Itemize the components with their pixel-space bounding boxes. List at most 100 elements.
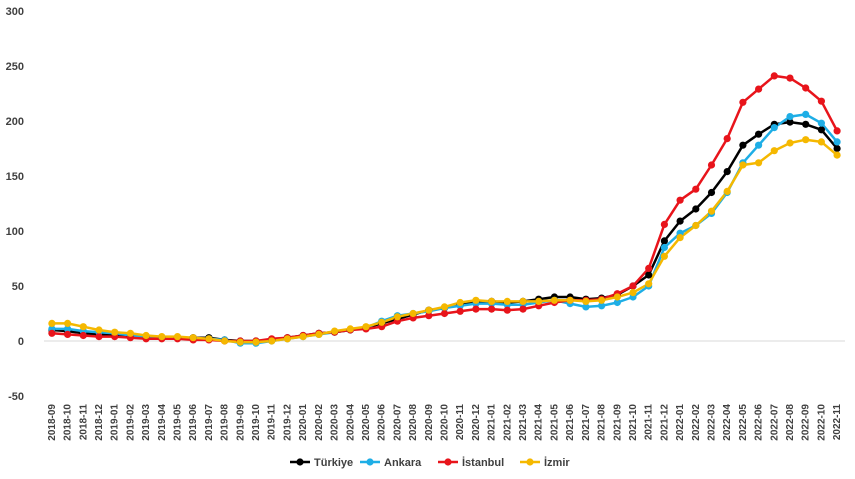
x-tick-label: 2019-06 — [188, 404, 199, 441]
x-tick-label: 2020-03 — [330, 404, 341, 441]
legend-item: Ankara — [360, 457, 422, 469]
y-tick-label: 250 — [6, 61, 24, 73]
data-point — [755, 85, 763, 93]
data-point — [755, 141, 763, 149]
x-tick-label: 2020-05 — [361, 404, 372, 441]
x-tick-label: 2022-10 — [816, 404, 827, 441]
data-point — [64, 325, 72, 333]
data-point — [456, 307, 464, 315]
x-tick-label: 2022-05 — [738, 404, 749, 441]
series-line-2 — [51, 74, 839, 343]
data-point — [221, 337, 229, 345]
data-point — [645, 271, 653, 279]
x-tick-label: 2018-11 — [78, 404, 89, 441]
y-tick-label: 200 — [6, 116, 24, 128]
data-point — [48, 319, 56, 327]
x-tick-label: 2019-11 — [267, 404, 278, 441]
data-point — [582, 297, 590, 305]
legend-marker — [366, 458, 374, 466]
legend-label: İstanbul — [462, 456, 504, 469]
data-point — [503, 306, 511, 314]
data-point — [676, 217, 684, 225]
x-tick-label: 2020-10 — [440, 404, 451, 441]
x-tick-label: 2021-11 — [644, 404, 655, 441]
x-tick-label: 2021-03 — [518, 404, 529, 441]
x-tick-label: 2019-04 — [157, 404, 168, 441]
x-tick-label: 2020-12 — [471, 404, 482, 441]
data-point — [503, 297, 511, 305]
x-tick-label: 2019-05 — [173, 404, 184, 441]
data-point — [739, 141, 747, 149]
data-point — [707, 188, 716, 197]
data-point — [95, 333, 103, 341]
x-tick-label: 2022-08 — [785, 404, 796, 441]
x-tick-label: 2022-11 — [832, 404, 843, 441]
x-tick-label: 2018-10 — [63, 404, 74, 441]
data-point — [786, 139, 794, 147]
data-point — [723, 168, 731, 176]
data-point — [676, 234, 684, 242]
data-point — [833, 144, 841, 153]
data-point — [755, 159, 763, 167]
x-tick-label: 2018-09 — [47, 404, 58, 441]
data-point — [64, 330, 72, 338]
data-point — [833, 138, 841, 146]
data-point — [535, 297, 543, 305]
x-tick-label: 2020-02 — [314, 404, 325, 441]
x-tick-label: 2020-07 — [392, 404, 403, 441]
data-point — [440, 309, 449, 318]
data-point — [79, 323, 87, 331]
data-point — [488, 305, 496, 313]
legend-marker — [444, 458, 452, 466]
x-tick-label: 2020-06 — [377, 404, 388, 441]
legend-item: İzmir — [520, 456, 570, 469]
data-point — [189, 334, 197, 342]
x-tick-label: 2022-09 — [801, 404, 812, 441]
data-point — [440, 303, 449, 311]
data-point — [786, 113, 794, 121]
y-tick-label: 0 — [18, 336, 24, 348]
x-tick-label: 2021-04 — [534, 404, 545, 441]
data-point — [346, 325, 354, 333]
data-point — [566, 296, 574, 304]
data-point — [802, 120, 810, 128]
data-point — [833, 151, 841, 159]
x-tick-label: 2021-08 — [597, 404, 608, 441]
data-point — [786, 74, 794, 82]
data-point — [472, 296, 480, 304]
x-tick-label: 2019-03 — [141, 404, 152, 441]
data-point — [660, 243, 669, 252]
data-point — [425, 306, 433, 314]
legend-label: İzmir — [544, 456, 570, 469]
data-point — [95, 326, 103, 334]
data-point — [613, 293, 621, 301]
data-point — [550, 296, 559, 304]
data-point — [598, 296, 606, 304]
data-point — [755, 130, 763, 138]
x-tick-label: 2022-06 — [754, 404, 765, 441]
data-point — [629, 289, 637, 297]
data-point — [362, 323, 370, 331]
data-point — [817, 97, 826, 105]
data-point — [79, 331, 87, 340]
series-lines — [51, 74, 839, 345]
data-point — [723, 187, 731, 195]
data-point — [425, 312, 433, 320]
x-axis-tick-labels: 2018-09 2018-10 2018-11 2018-12 2019-01 2019-… — [47, 404, 843, 441]
data-point — [707, 161, 716, 169]
data-point — [817, 126, 826, 134]
x-tick-label: 2019-07 — [204, 404, 215, 441]
data-point — [173, 333, 182, 341]
data-point — [707, 207, 716, 215]
x-tick-label: 2021-12 — [659, 404, 670, 441]
data-point — [582, 303, 590, 311]
data-point — [283, 335, 291, 343]
x-tick-label: 2019-08 — [220, 404, 231, 441]
data-point — [645, 280, 653, 288]
x-tick-label: 2022-07 — [769, 404, 780, 441]
data-point — [64, 319, 72, 327]
x-tick-label: 2021-07 — [581, 404, 592, 441]
data-point — [802, 136, 810, 144]
x-tick-label: 2019-12 — [282, 404, 293, 441]
